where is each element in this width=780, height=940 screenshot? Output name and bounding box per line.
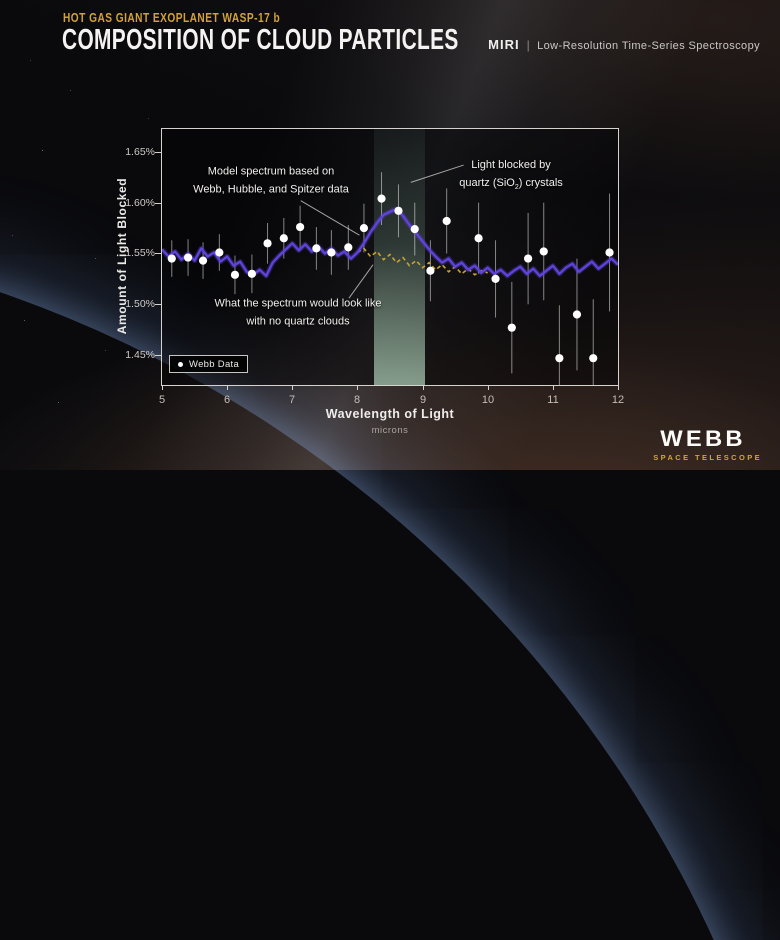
no-quartz-model-line [356,247,488,276]
y-tick [155,304,161,305]
x-tick [553,385,554,390]
y-tick-label: 1.65% [125,146,155,158]
y-tick [155,253,161,254]
model-spectrum-line [162,207,618,278]
x-axis-title: Wavelength of Light [325,407,455,421]
webb-data-point [327,248,336,257]
x-tick-label: 10 [481,394,495,406]
annotation-model-spectrum: Model spectrum based on Webb, Hubble, an… [193,165,349,195]
webb-data-point [230,270,240,279]
page-title: COMPOSITION OF CLOUD PARTICLES [62,24,459,56]
webb-data-point [442,216,451,226]
webb-data-point [344,243,353,252]
webb-data-point [359,223,369,233]
x-tick [488,385,489,390]
y-tick-label: 1.60% [125,197,155,209]
webb-data-point-icon [178,361,183,367]
instrument-detail: Low-Resolution Time-Series Spectroscopy [537,40,760,52]
legend-webb-data: Webb Data [169,355,249,373]
x-tick-label: 7 [288,394,296,406]
x-tick [357,385,358,390]
instrument-label: MIRI | Low-Resolution Time-Series Spectros… [488,37,760,52]
webb-data-point [410,225,419,234]
webb-data-point [491,274,500,284]
annotation-no-quartz: What the spectrum would look like with n… [214,297,382,327]
webb-data-point [247,269,256,278]
webb-data-point [296,222,305,232]
webb-data-point [539,247,548,256]
webb-data-point [605,248,614,257]
y-tick-label: 1.55% [125,247,155,259]
webb-data-point [426,266,435,275]
x-tick [618,385,619,390]
spectrum-plot: Amount of Light Blocked 1.45% 1.50% 1.55% 1… [115,128,624,436]
x-tick-label: 11 [547,394,559,406]
plot-canvas [162,164,618,385]
y-tick-label: 1.50% [125,298,155,310]
x-tick-label: 5 [158,394,166,406]
webb-data-point [555,354,564,363]
x-tick [423,385,424,390]
x-tick-label: 6 [223,394,231,406]
webb-data-point [524,254,533,263]
webb-logo-subtitle: SPACE TELESCOPE [653,453,762,462]
webb-data-point [279,234,288,243]
x-tick-label: 12 [611,394,625,406]
y-tick [155,203,161,204]
webb-data-point [589,354,598,363]
subtitle-exoplanet-name: HOT GAS GIANT EXOPLANET WASP-17 b [63,10,281,25]
webb-data-point [474,234,483,243]
webb-logo: WEBB SPACE TELESCOPE [653,426,762,462]
x-axis-units: microns [371,425,409,436]
instrument-name: MIRI [488,37,520,52]
annotation-pointer-line [300,200,360,236]
webb-data-point [263,239,272,248]
model-spectrum-glow [162,206,618,279]
x-tick [162,385,163,390]
annotation-quartz-crystals: Light blocked by quartz (SiO2) crystals [459,159,563,191]
y-tick [155,152,161,153]
webb-data-point [215,248,224,257]
webb-data-point [572,310,582,319]
webb-data-point [198,256,208,265]
instrument-separator: | [526,38,531,52]
webb-wordmark: WEBB [660,426,747,451]
webb-data-point [183,253,193,262]
annotation-pointer-line [348,264,374,299]
webb-data-point [377,194,386,203]
y-tick [155,355,161,356]
annotation-pointer-line [410,164,464,183]
quartz-highlight-band [374,129,425,385]
x-tick-label: 9 [419,394,427,406]
x-tick [292,385,293,390]
webb-data-point [507,323,516,332]
x-tick-label: 8 [353,394,361,406]
x-tick [227,385,228,390]
webb-data-point [312,244,321,253]
webb-data-point [394,206,403,215]
webb-data-point [167,254,176,263]
y-tick-label: 1.45% [125,349,155,361]
